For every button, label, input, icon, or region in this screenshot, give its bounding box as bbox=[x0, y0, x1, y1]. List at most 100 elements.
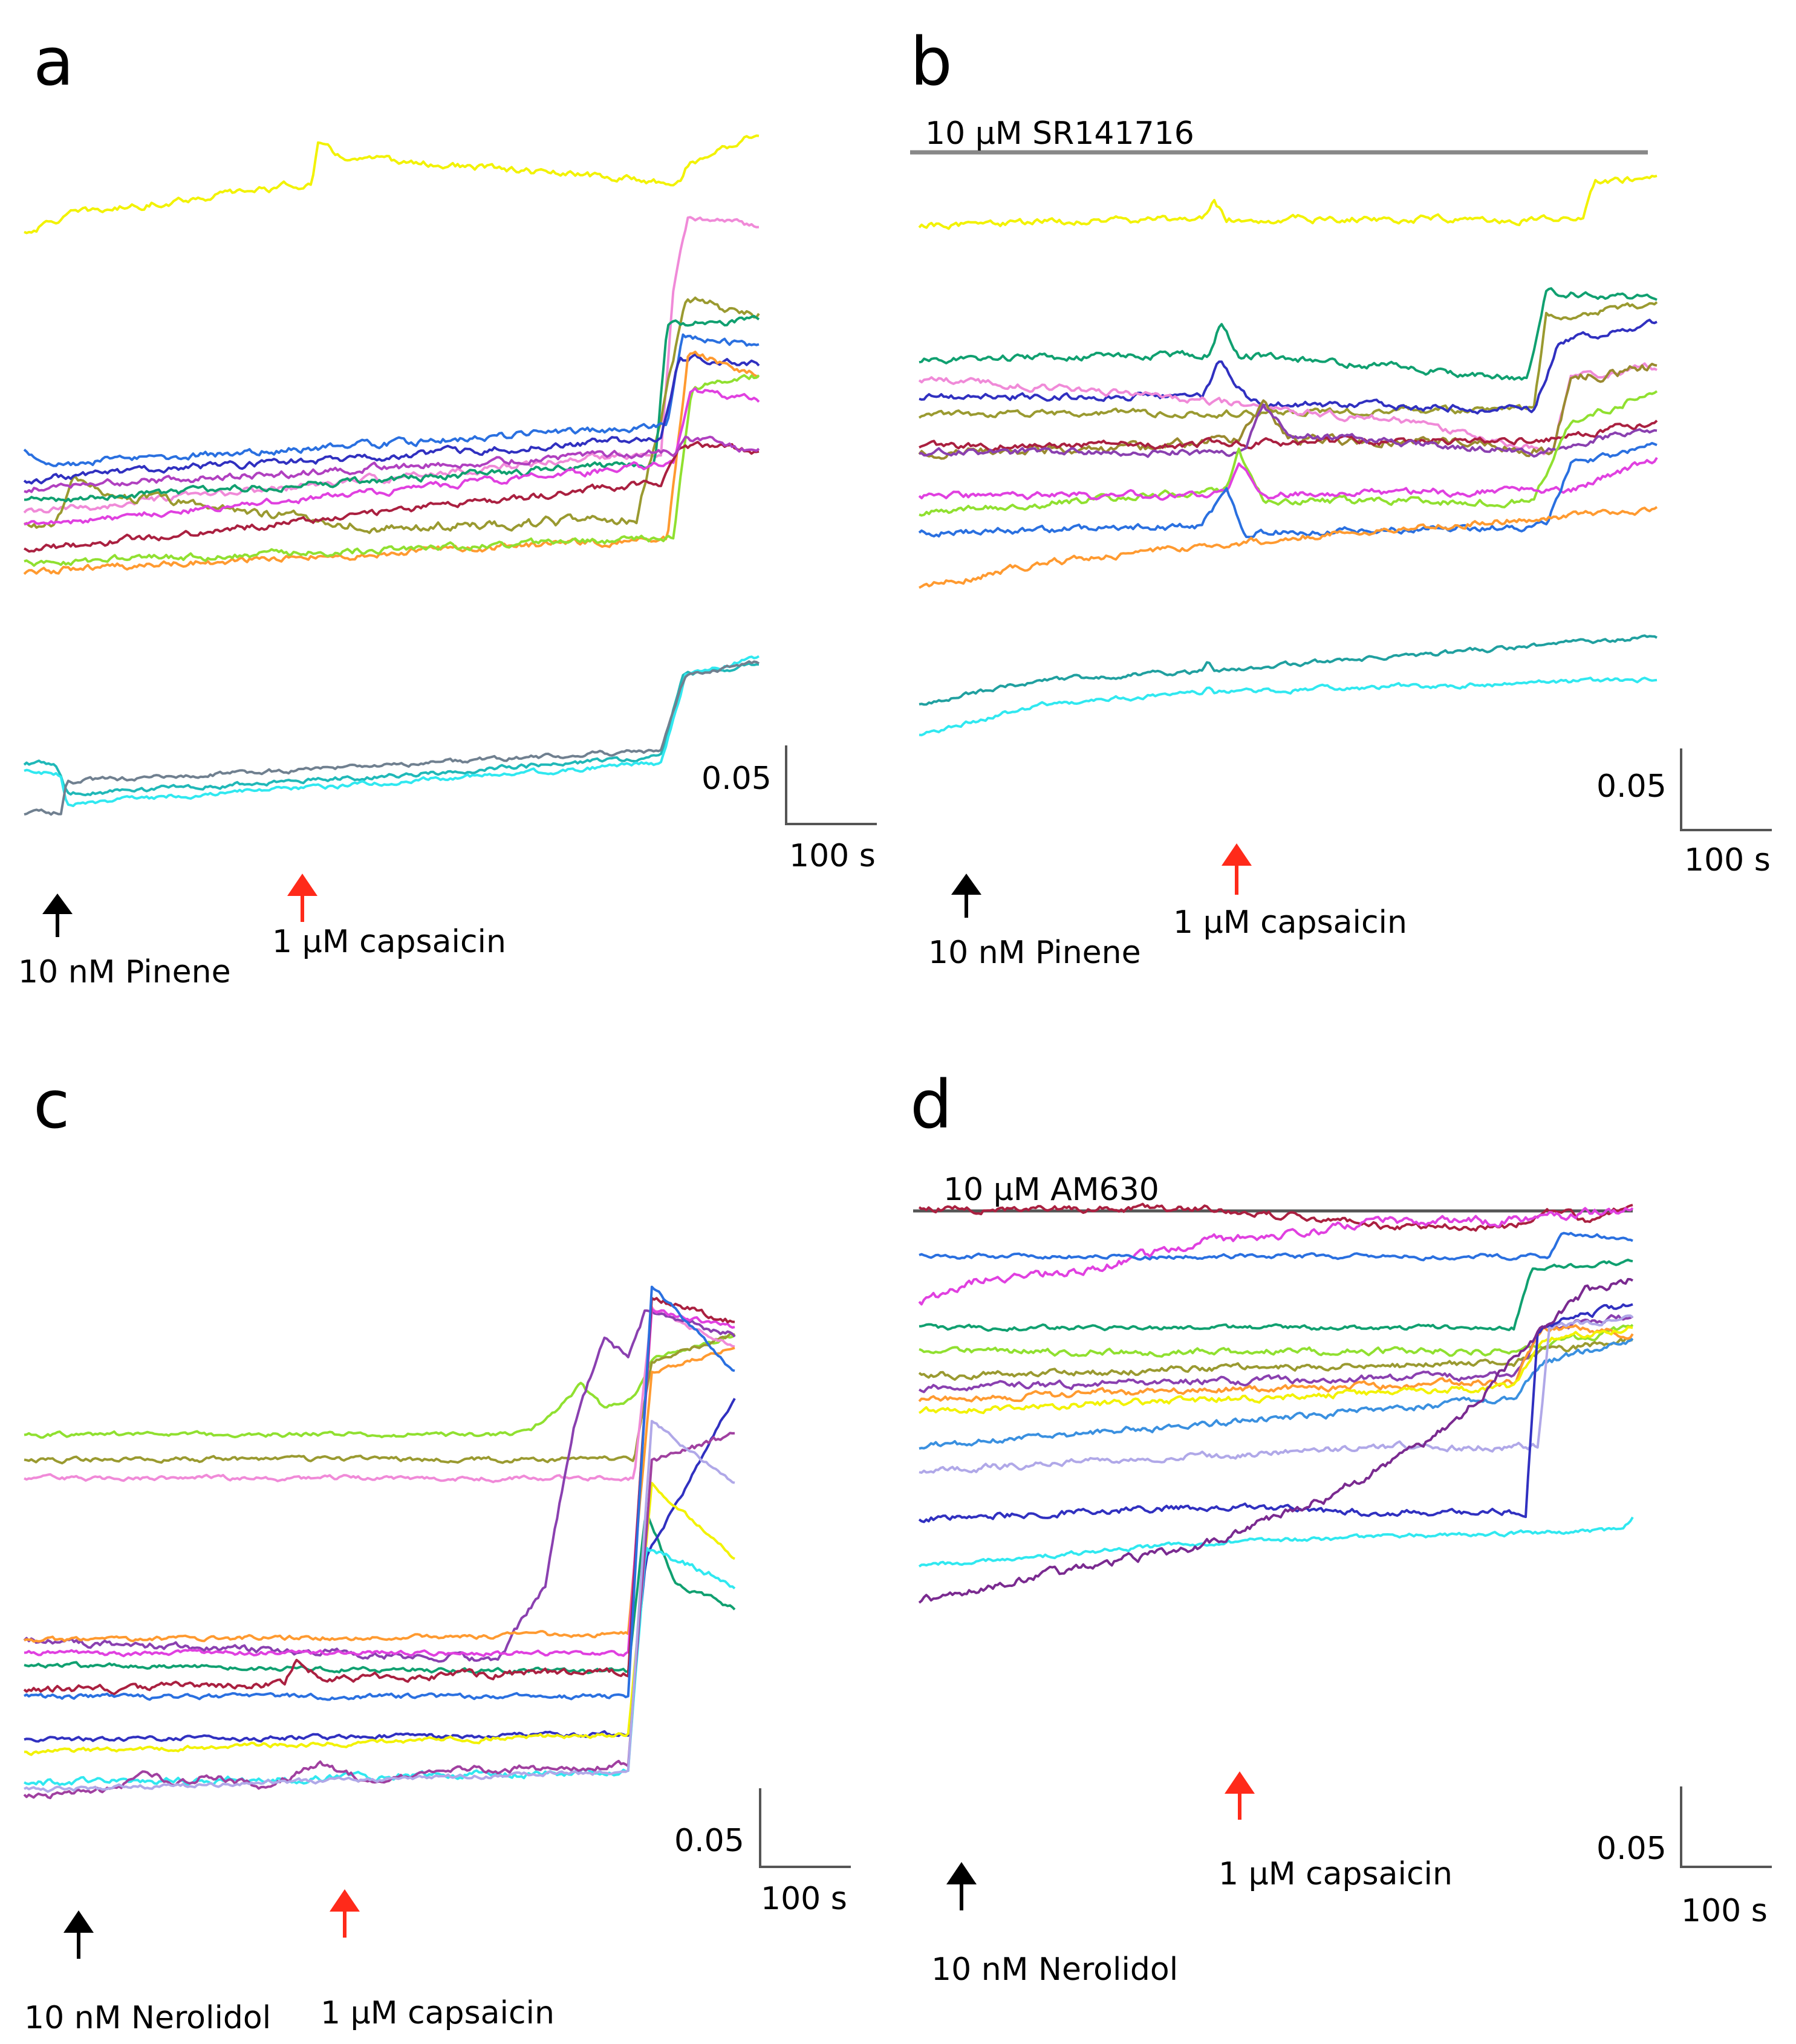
trace-cell-13 bbox=[919, 634, 1658, 706]
trace-cell-13 bbox=[23, 1432, 735, 1800]
stimulus-2-arrow-icon bbox=[1222, 843, 1252, 895]
trace-cell-8 bbox=[918, 1324, 1634, 1403]
trace-cell-2 bbox=[918, 1207, 1634, 1306]
trace-cell-7 bbox=[23, 350, 760, 575]
scalebar-y-label: 0.05 bbox=[1596, 768, 1667, 805]
trace-cell-2 bbox=[24, 1332, 735, 1465]
trace-cell-3 bbox=[919, 1231, 1633, 1262]
panel-label-a: a bbox=[33, 23, 74, 100]
trace-cell-9 bbox=[24, 387, 760, 525]
trace-cell-11 bbox=[24, 1482, 735, 1756]
trace-cell-8 bbox=[919, 403, 1658, 458]
trace-cell-13 bbox=[918, 1516, 1634, 1568]
panel-b-scalebar: 0.05 100 s bbox=[1596, 748, 1772, 878]
trace-cell-7 bbox=[24, 1512, 736, 1675]
trace-cell-2 bbox=[918, 301, 1658, 419]
trace-cell-14 bbox=[24, 1419, 735, 1793]
trace-cell-1 bbox=[24, 1333, 736, 1439]
stimulus-2-label: 1 μM capsaicin bbox=[1173, 904, 1407, 941]
stimulus-2-label: 1 μM capsaicin bbox=[272, 924, 506, 960]
panel-c-traces bbox=[23, 1285, 736, 1800]
stimulus-1-arrow-icon bbox=[951, 874, 981, 918]
panel-label-c: c bbox=[33, 1066, 70, 1143]
pretreatment-label: 10 μM AM630 bbox=[943, 1172, 1159, 1208]
trace-cell-7 bbox=[918, 1314, 1634, 1393]
trace-cell-9 bbox=[918, 1326, 1633, 1415]
trace-cell-4 bbox=[24, 314, 760, 503]
trace-cell-12 bbox=[918, 1303, 1633, 1523]
scalebar-y-label: 0.05 bbox=[1596, 1831, 1667, 1867]
trace-cell-14 bbox=[918, 1277, 1633, 1604]
scalebar-y-label: 0.05 bbox=[701, 761, 772, 797]
trace-cell-4 bbox=[919, 319, 1658, 415]
stimulus-1-label: 10 nM Pinene bbox=[928, 935, 1141, 971]
trace-cell-8 bbox=[24, 374, 760, 567]
scalebar-line bbox=[1680, 1786, 1772, 1868]
panel-label-b: b bbox=[910, 23, 952, 100]
stimulus-2-marker: 1 μM capsaicin bbox=[1218, 1771, 1453, 1892]
trace-cell-3 bbox=[24, 1306, 735, 1484]
panel-label-d: d bbox=[910, 1066, 952, 1143]
trace-cell-6 bbox=[23, 353, 760, 485]
stimulus-2-label: 1 μM capsaicin bbox=[1218, 1856, 1453, 1892]
scalebar-x-label: 100 s bbox=[761, 1881, 847, 1917]
trace-cell-13 bbox=[24, 655, 760, 808]
stimulus-1-arrow-icon bbox=[946, 1862, 977, 1910]
scalebar-x-label: 100 s bbox=[1681, 1893, 1768, 1929]
panel-d: d 10 μM AM630 0.05 100 s 10 nM Nerolidol… bbox=[910, 1066, 1772, 1988]
stimulus-1-marker: 10 nM Pinene bbox=[928, 874, 1141, 971]
scalebar-line bbox=[1680, 748, 1772, 831]
trace-cell-12 bbox=[24, 1546, 736, 1786]
trace-cell-10 bbox=[918, 456, 1658, 501]
trace-cell-5 bbox=[919, 1323, 1634, 1358]
trace-cell-1 bbox=[918, 174, 1658, 230]
panel-c-scalebar: 0.05 100 s bbox=[674, 1788, 851, 1917]
trace-cell-3 bbox=[24, 296, 760, 534]
trace-cell-5 bbox=[23, 333, 760, 467]
trace-cell-8 bbox=[23, 1297, 735, 1696]
scalebar-y-label: 0.05 bbox=[674, 1823, 744, 1859]
panel-a-scalebar: 0.05 100 s bbox=[701, 745, 877, 874]
trace-cell-7 bbox=[919, 420, 1658, 452]
panel-d-traces bbox=[918, 1202, 1634, 1604]
trace-cell-9 bbox=[23, 1285, 735, 1701]
panel-b-traces bbox=[918, 174, 1658, 736]
stimulus-1-marker: 10 nM Nerolidol bbox=[24, 1910, 271, 2036]
scalebar-x-label: 100 s bbox=[1684, 842, 1771, 878]
stimulus-1-marker: 10 nM Pinene bbox=[18, 894, 231, 990]
trace-cell-1 bbox=[24, 134, 760, 235]
stimulus-1-label: 10 nM Nerolidol bbox=[931, 1952, 1178, 1988]
panel-b: b 10 μM SR141716 0.05 100 s 10 nM Pinene… bbox=[910, 23, 1772, 971]
pretreatment-label: 10 μM SR141716 bbox=[925, 115, 1194, 152]
trace-cell-12 bbox=[919, 506, 1658, 589]
trace-cell-11 bbox=[24, 435, 760, 493]
stimulus-2-arrow-icon bbox=[287, 874, 317, 922]
panel-c: c 0.05 100 s 10 nM Nerolidol 1 μM capsai… bbox=[23, 1066, 851, 2036]
stimulus-2-label: 1 μM capsaicin bbox=[320, 1995, 555, 2031]
trace-cell-9 bbox=[919, 390, 1658, 517]
stimulus-2-marker: 1 μM capsaicin bbox=[272, 874, 506, 960]
trace-cell-14 bbox=[24, 660, 760, 816]
trace-cell-6 bbox=[918, 1337, 1633, 1381]
stimulus-1-label: 10 nM Pinene bbox=[18, 954, 231, 990]
trace-cell-6 bbox=[24, 1308, 735, 1658]
trace-cell-5 bbox=[918, 362, 1658, 456]
panel-d-scalebar: 0.05 100 s bbox=[1596, 1786, 1772, 1929]
trace-cell-4 bbox=[919, 1258, 1633, 1332]
stimulus-1-marker: 10 nM Nerolidol bbox=[931, 1862, 1178, 1988]
stimulus-2-arrow-icon bbox=[330, 1889, 360, 1938]
pretreatment-bar: 10 μM AM630 bbox=[913, 1172, 1633, 1213]
trace-cell-12 bbox=[23, 662, 759, 797]
scalebar-line bbox=[785, 745, 877, 825]
scalebar-line bbox=[759, 1788, 851, 1868]
stimulus-2-arrow-icon bbox=[1225, 1771, 1255, 1820]
stimulus-1-label: 10 nM Nerolidol bbox=[24, 2000, 271, 2036]
stimulus-1-arrow-icon bbox=[42, 894, 73, 937]
trace-cell-11 bbox=[919, 1314, 1634, 1474]
trace-cell-10 bbox=[24, 441, 760, 553]
pretreatment-bar: 10 μM SR141716 bbox=[910, 115, 1648, 155]
trace-cell-10 bbox=[919, 1337, 1634, 1450]
stimulus-1-arrow-icon bbox=[63, 1910, 94, 1959]
trace-cell-11 bbox=[918, 442, 1658, 539]
